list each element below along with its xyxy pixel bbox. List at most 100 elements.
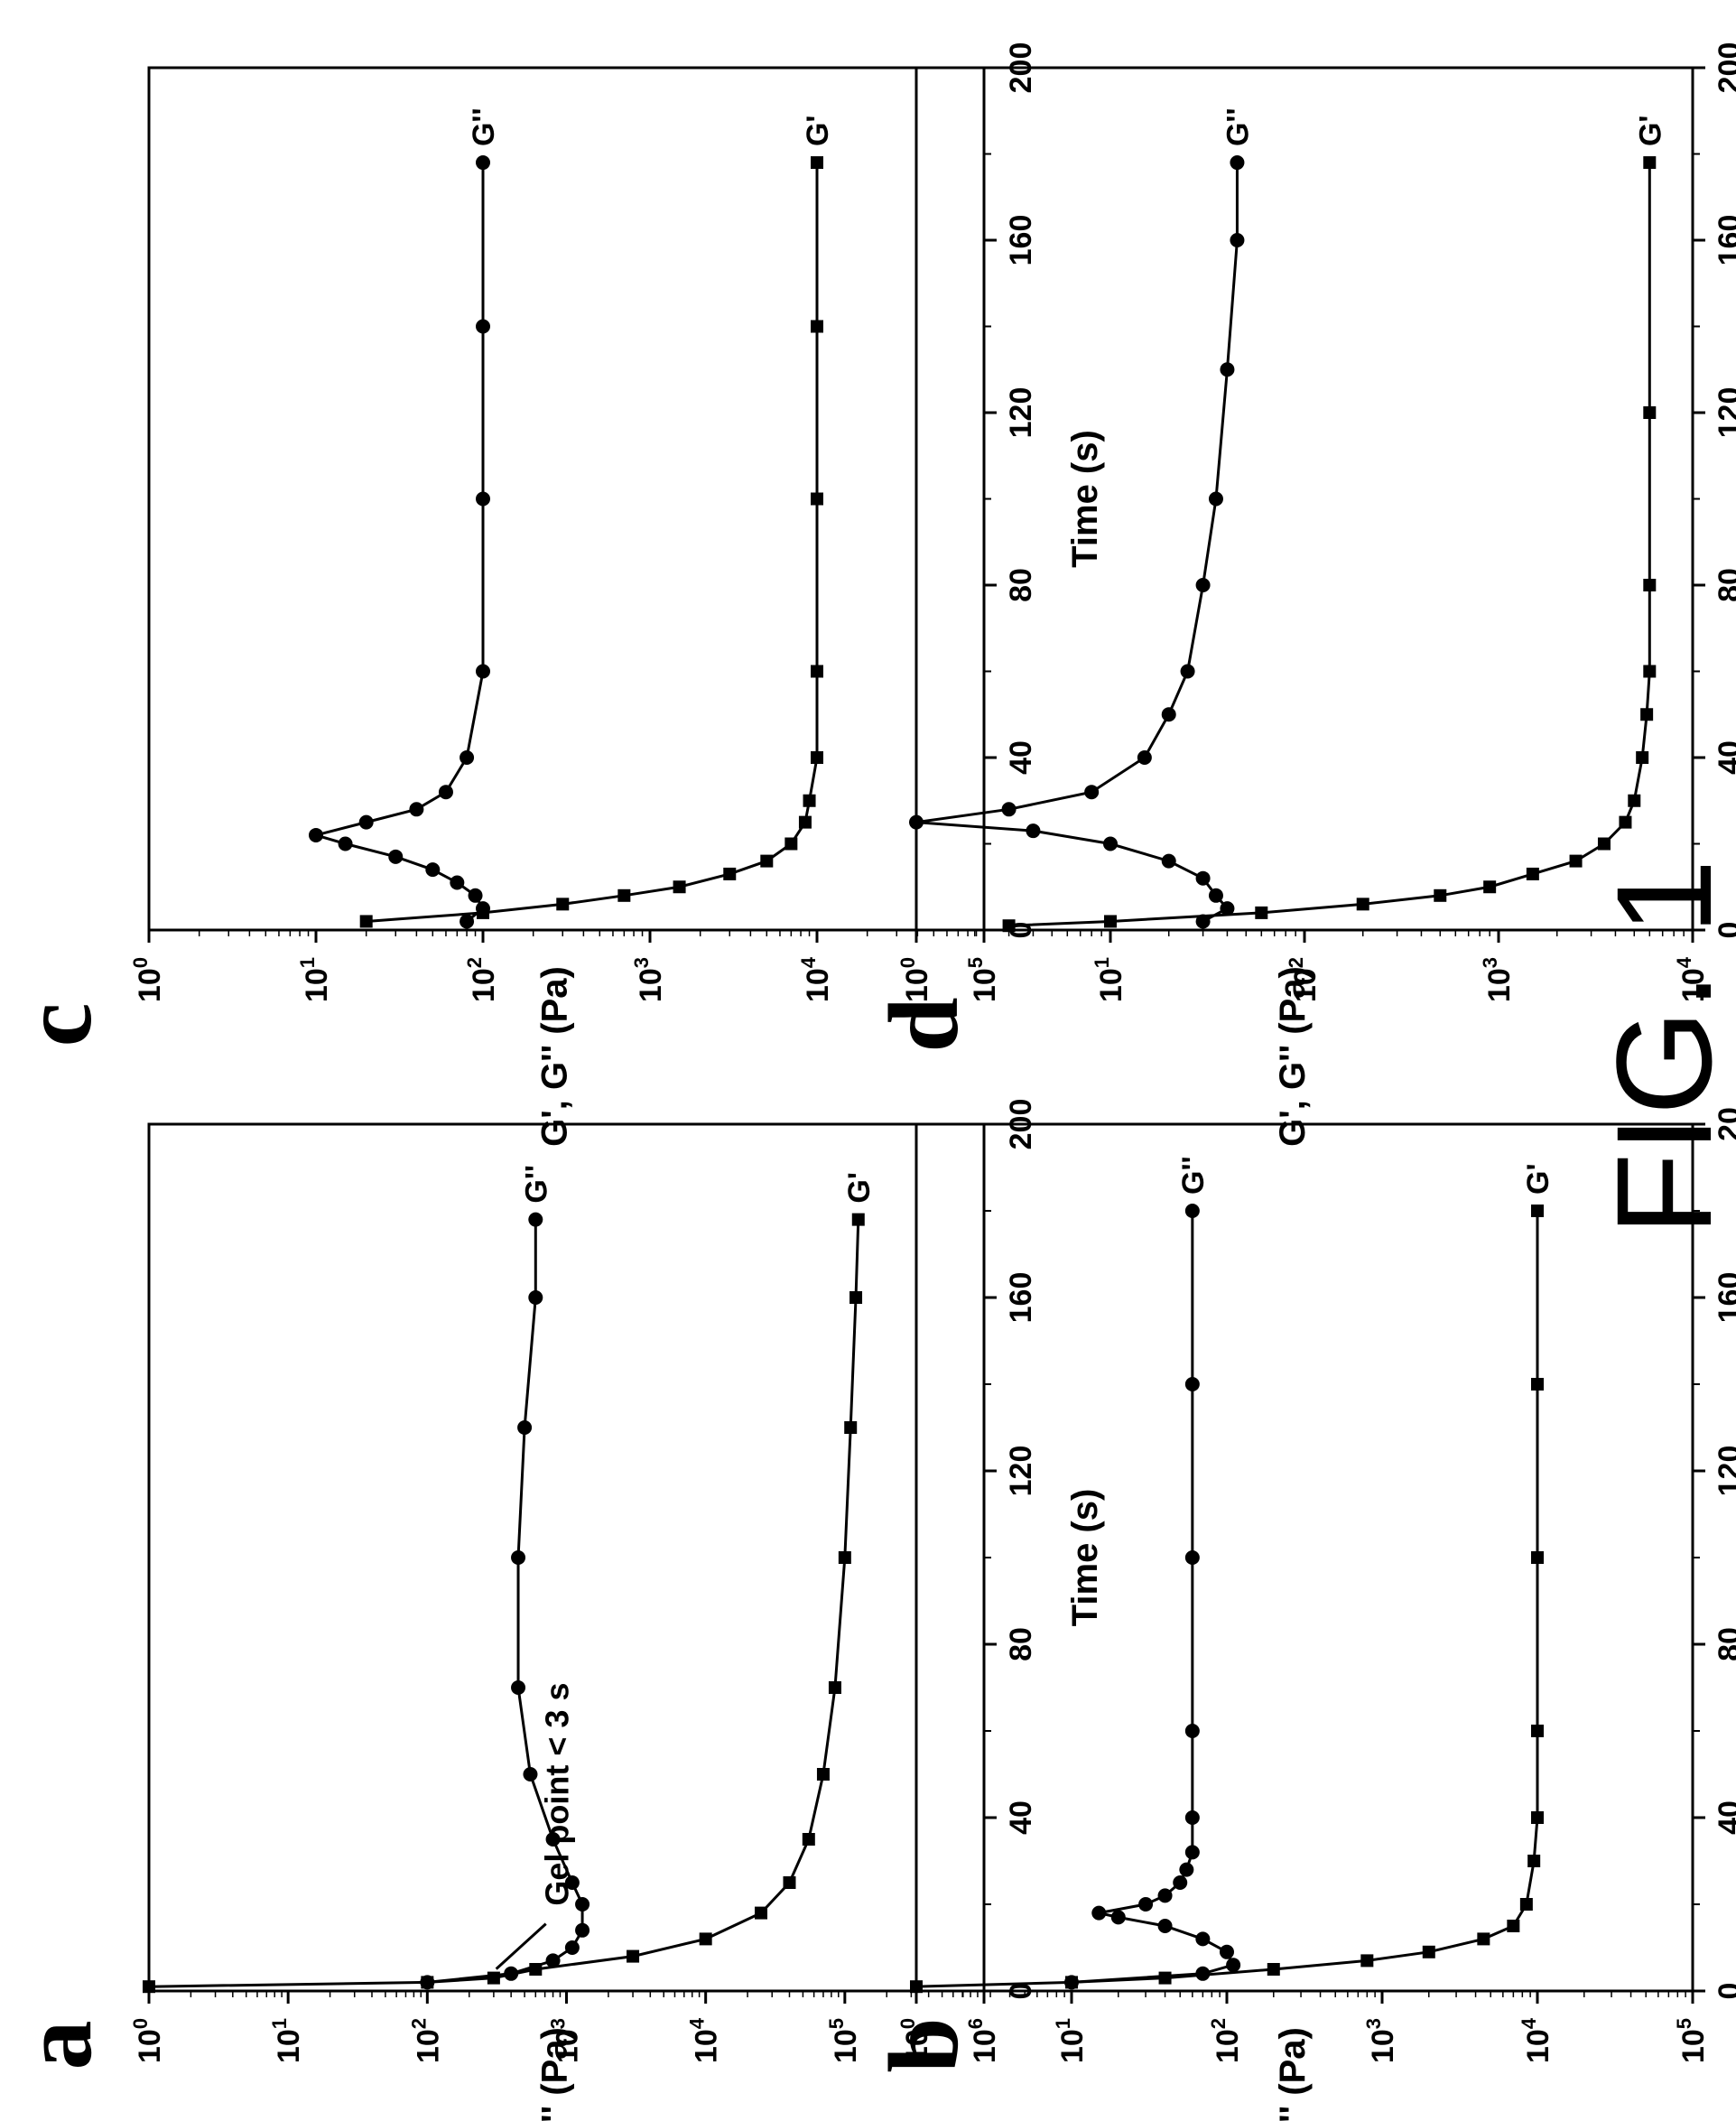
data-point-d-0-11 [1636,751,1649,764]
data-point-d-0-16 [1643,156,1657,170]
data-point-d-1-13 [1195,578,1211,592]
data-point-a-0-0 [143,1980,155,1994]
data-point-a-0-9 [816,1768,830,1781]
data-point-b-1-3 [450,875,465,890]
y-axis-title-b: G', G'' (Pa) [535,966,575,1147]
data-point-d-0-2 [1255,906,1268,919]
panel-letter-d: d [868,997,979,1052]
y-tick-label-d-1: 101 [1091,957,1128,1002]
x-tick-label-d-2: 80 [1713,568,1736,602]
data-point-c-0-13 [1531,1378,1544,1391]
data-point-b-1-7 [309,827,323,842]
data-point-d-1-7 [909,814,924,830]
data-point-a-1-6 [564,1875,580,1890]
data-point-d-1-17 [1230,155,1245,171]
series-line-b-0 [366,163,819,923]
data-point-a-0-8 [802,1833,815,1846]
data-point-a-0-2 [487,1971,500,1985]
data-point-c-1-2 [1226,1958,1241,1973]
data-point-d-1-12 [1180,664,1195,679]
y-tick-label-a-0: 100 [129,2018,167,2063]
data-point-a-1-3 [564,1940,580,1955]
data-point-b-0-13 [811,320,823,333]
data-point-c-1-0 [1064,1975,1079,1990]
data-point-b-1-11 [460,750,475,765]
y-tick-label-c-5: 105 [1673,2018,1711,2063]
panel-d: 04080120160200100101102103104Time (s)G',… [868,42,1736,1147]
data-point-b-0-5 [723,867,737,880]
data-point-c-0-4 [1360,1954,1374,1968]
data-point-c-0-5 [1422,1945,1435,1958]
data-point-c-0-6 [1477,1932,1490,1946]
data-point-d-1-8 [1001,802,1017,817]
plot-frame-c [914,1122,1694,1993]
x-axis-title-a: Time (s) [1065,1489,1105,1627]
data-point-c-0-3 [1267,1963,1280,1976]
data-point-d-0-15 [1643,406,1657,419]
series-label-d-0: G' [1633,116,1667,147]
data-point-c-1-6 [1110,1910,1126,1925]
x-tick-label-d-5: 200 [1713,42,1736,94]
data-point-c-1-12 [1184,1845,1200,1860]
x-tick-label-c-0: 0 [1713,1983,1736,2000]
x-tick-label-a-1: 40 [1004,1800,1038,1835]
data-point-d-1-14 [1208,491,1223,507]
panel-letter-c: c [2,1003,112,1047]
data-point-c-1-3 [1220,1944,1234,1959]
data-point-b-0-2 [556,898,570,911]
y-tick-label-c-2: 102 [1207,2018,1245,2063]
data-point-b-0-7 [784,837,798,851]
series-label-a-0: G' [842,1172,877,1204]
data-point-b-1-13 [476,491,490,507]
y-tick-label-d-3: 103 [1479,957,1517,1002]
data-point-c-1-8 [1138,1897,1154,1912]
y-tick-label-a-2: 102 [407,2018,445,2063]
data-point-d-1-16 [1230,233,1245,247]
data-point-b-1-0 [460,914,475,929]
panel-letter-a: a [2,2021,112,2070]
y-tick-label-a-4: 104 [686,2017,724,2063]
data-point-d-0-9 [1619,815,1632,829]
data-point-a-0-14 [851,1213,865,1226]
data-point-b-1-2 [468,888,483,903]
y-tick-label-a-1: 101 [268,2018,306,2063]
data-point-d-0-5 [1483,880,1497,894]
x-tick-label-d-3: 120 [1713,387,1736,439]
data-point-b-0-6 [760,854,774,868]
series-line-a-0 [148,1219,860,1988]
y-axis-title-c: G', G'' (Pa) [1273,2027,1313,2121]
data-point-b-0-3 [617,888,631,902]
data-point-d-1-5 [1103,836,1118,851]
data-point-a-1-1 [504,1966,519,1981]
data-point-a-1-2 [545,1953,561,1968]
y-axis-title-a: G', G'' (Pa) [535,2027,575,2121]
x-tick-label-c-5: 20 [1713,1107,1736,1141]
data-point-d-1-11 [1161,707,1176,722]
y-tick-label-b-0: 100 [129,957,167,1002]
data-point-b-0-4 [673,880,686,894]
data-point-c-0-14 [1531,1205,1544,1217]
data-point-b-1-15 [476,155,490,171]
data-point-a-1-9 [511,1680,526,1695]
data-point-d-0-10 [1628,794,1641,807]
data-point-b-0-10 [811,751,823,764]
data-point-c-1-13 [1184,1810,1200,1825]
data-point-c-1-11 [1179,1862,1194,1877]
data-point-b-1-9 [409,802,424,817]
data-point-b-1-12 [476,664,490,679]
data-point-d-1-1 [1220,901,1235,916]
data-point-b-0-8 [798,815,812,829]
x-tick-label-a-2: 80 [1004,1627,1038,1661]
data-point-a-1-12 [528,1290,543,1305]
data-point-c-1-7 [1091,1905,1107,1921]
data-point-c-0-11 [1531,1725,1544,1737]
data-point-d-0-3 [1356,898,1369,911]
series-label-b-0: G' [801,116,835,147]
data-point-a-0-10 [828,1681,841,1694]
plot-frame-d [914,66,1694,932]
data-point-d-1-6 [1026,823,1041,839]
series-label-c-0: G' [1521,1163,1555,1195]
data-point-a-0-11 [838,1551,851,1564]
